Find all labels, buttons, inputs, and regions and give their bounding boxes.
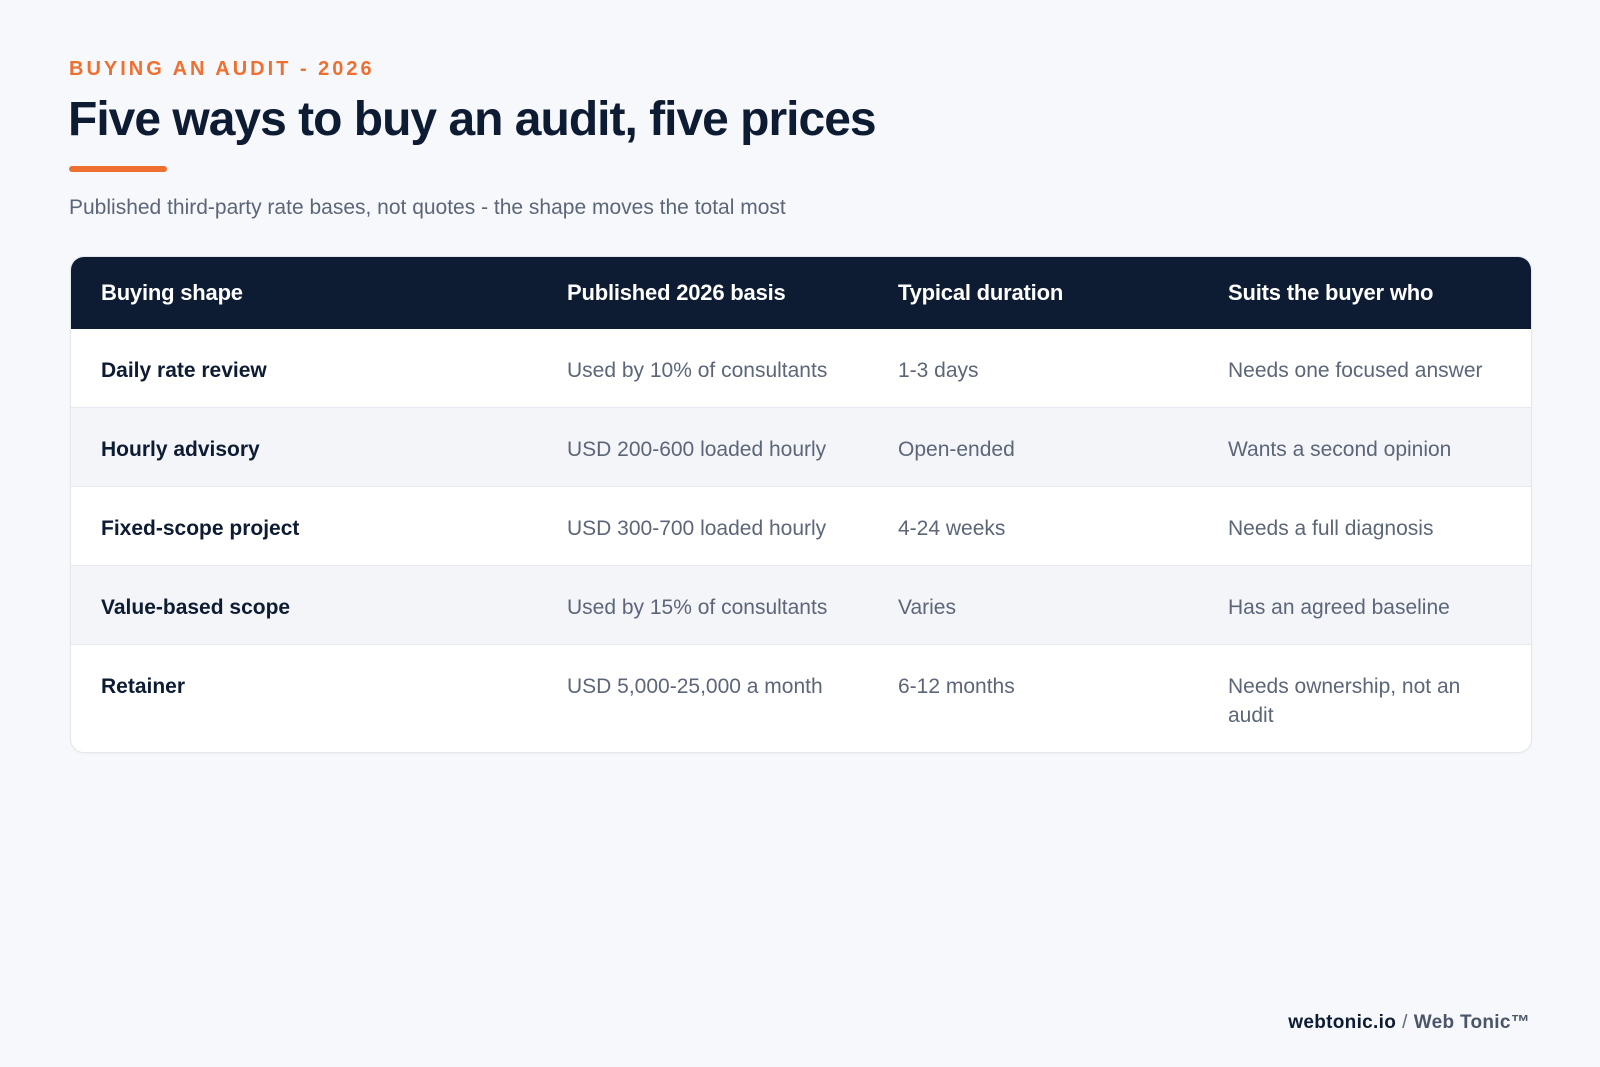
cell-buying-shape: Daily rate review: [101, 359, 267, 382]
column-header-basis: Published 2026 basis: [537, 257, 868, 329]
table-header-row: Buying shape Published 2026 basis Typica…: [71, 257, 1531, 329]
cell-duration: 6-12 months: [868, 644, 1198, 752]
cell-suits: Needs a full diagnosis: [1198, 486, 1531, 566]
column-header-duration: Typical duration: [868, 257, 1198, 329]
table-row: Daily rate review Used by 10% of consult…: [71, 329, 1531, 408]
comparison-table-card: Buying shape Published 2026 basis Typica…: [70, 256, 1532, 753]
cell-buying-shape: Hourly advisory: [71, 407, 537, 487]
table-row: Value-based scope Used by 15% of consult…: [71, 565, 1531, 645]
page-subtitle: Published third-party rate bases, not qu…: [69, 196, 786, 219]
table-row: Fixed-scope project USD 300-700 loaded h…: [71, 486, 1531, 566]
cell-buying-shape: Value-based scope: [71, 565, 537, 645]
eyebrow-label: BUYING AN AUDIT - 2026: [69, 58, 375, 80]
table-body: Daily rate review Used by 10% of consult…: [71, 329, 1531, 752]
title-accent-bar: [69, 166, 167, 172]
cell-suits: Needs ownership, not an audit: [1198, 644, 1531, 752]
cell-duration: 1-3 days: [898, 359, 979, 382]
footer-separator: /: [1402, 1012, 1408, 1033]
cell-buying-shape: Retainer: [71, 644, 537, 752]
cell-suits: Wants a second opinion: [1198, 407, 1531, 487]
table-row: Retainer USD 5,000-25,000 a month 6-12 m…: [71, 644, 1531, 752]
comparison-table: Buying shape Published 2026 basis Typica…: [71, 257, 1531, 752]
column-header-suits: Suits the buyer who: [1198, 257, 1531, 329]
footer-credit: webtonic.io / Web Tonic™: [1288, 1012, 1530, 1034]
cell-basis: USD 200-600 loaded hourly: [537, 407, 868, 487]
cell-basis: USD 300-700 loaded hourly: [537, 486, 868, 566]
footer-brand: Web Tonic™: [1413, 1012, 1530, 1033]
cell-basis: USD 5,000-25,000 a month: [537, 644, 868, 752]
cell-suits: Has an agreed baseline: [1198, 565, 1531, 645]
cell-basis: Used by 10% of consultants: [567, 359, 828, 382]
cell-duration: Varies: [868, 565, 1198, 645]
cell-duration: 4-24 weeks: [868, 486, 1198, 566]
cell-buying-shape: Fixed-scope project: [71, 486, 537, 566]
cell-duration: Open-ended: [868, 407, 1198, 487]
column-header-buying-shape: Buying shape: [71, 257, 537, 329]
page-title: Five ways to buy an audit, five prices: [68, 93, 877, 146]
cell-suits: Needs one focused answer: [1228, 359, 1483, 382]
table-row: Hourly advisory USD 200-600 loaded hourl…: [71, 407, 1531, 487]
table-header: Buying shape Published 2026 basis Typica…: [71, 257, 1531, 329]
footer-site-link[interactable]: webtonic.io: [1288, 1012, 1397, 1033]
cell-basis: Used by 15% of consultants: [537, 565, 868, 645]
